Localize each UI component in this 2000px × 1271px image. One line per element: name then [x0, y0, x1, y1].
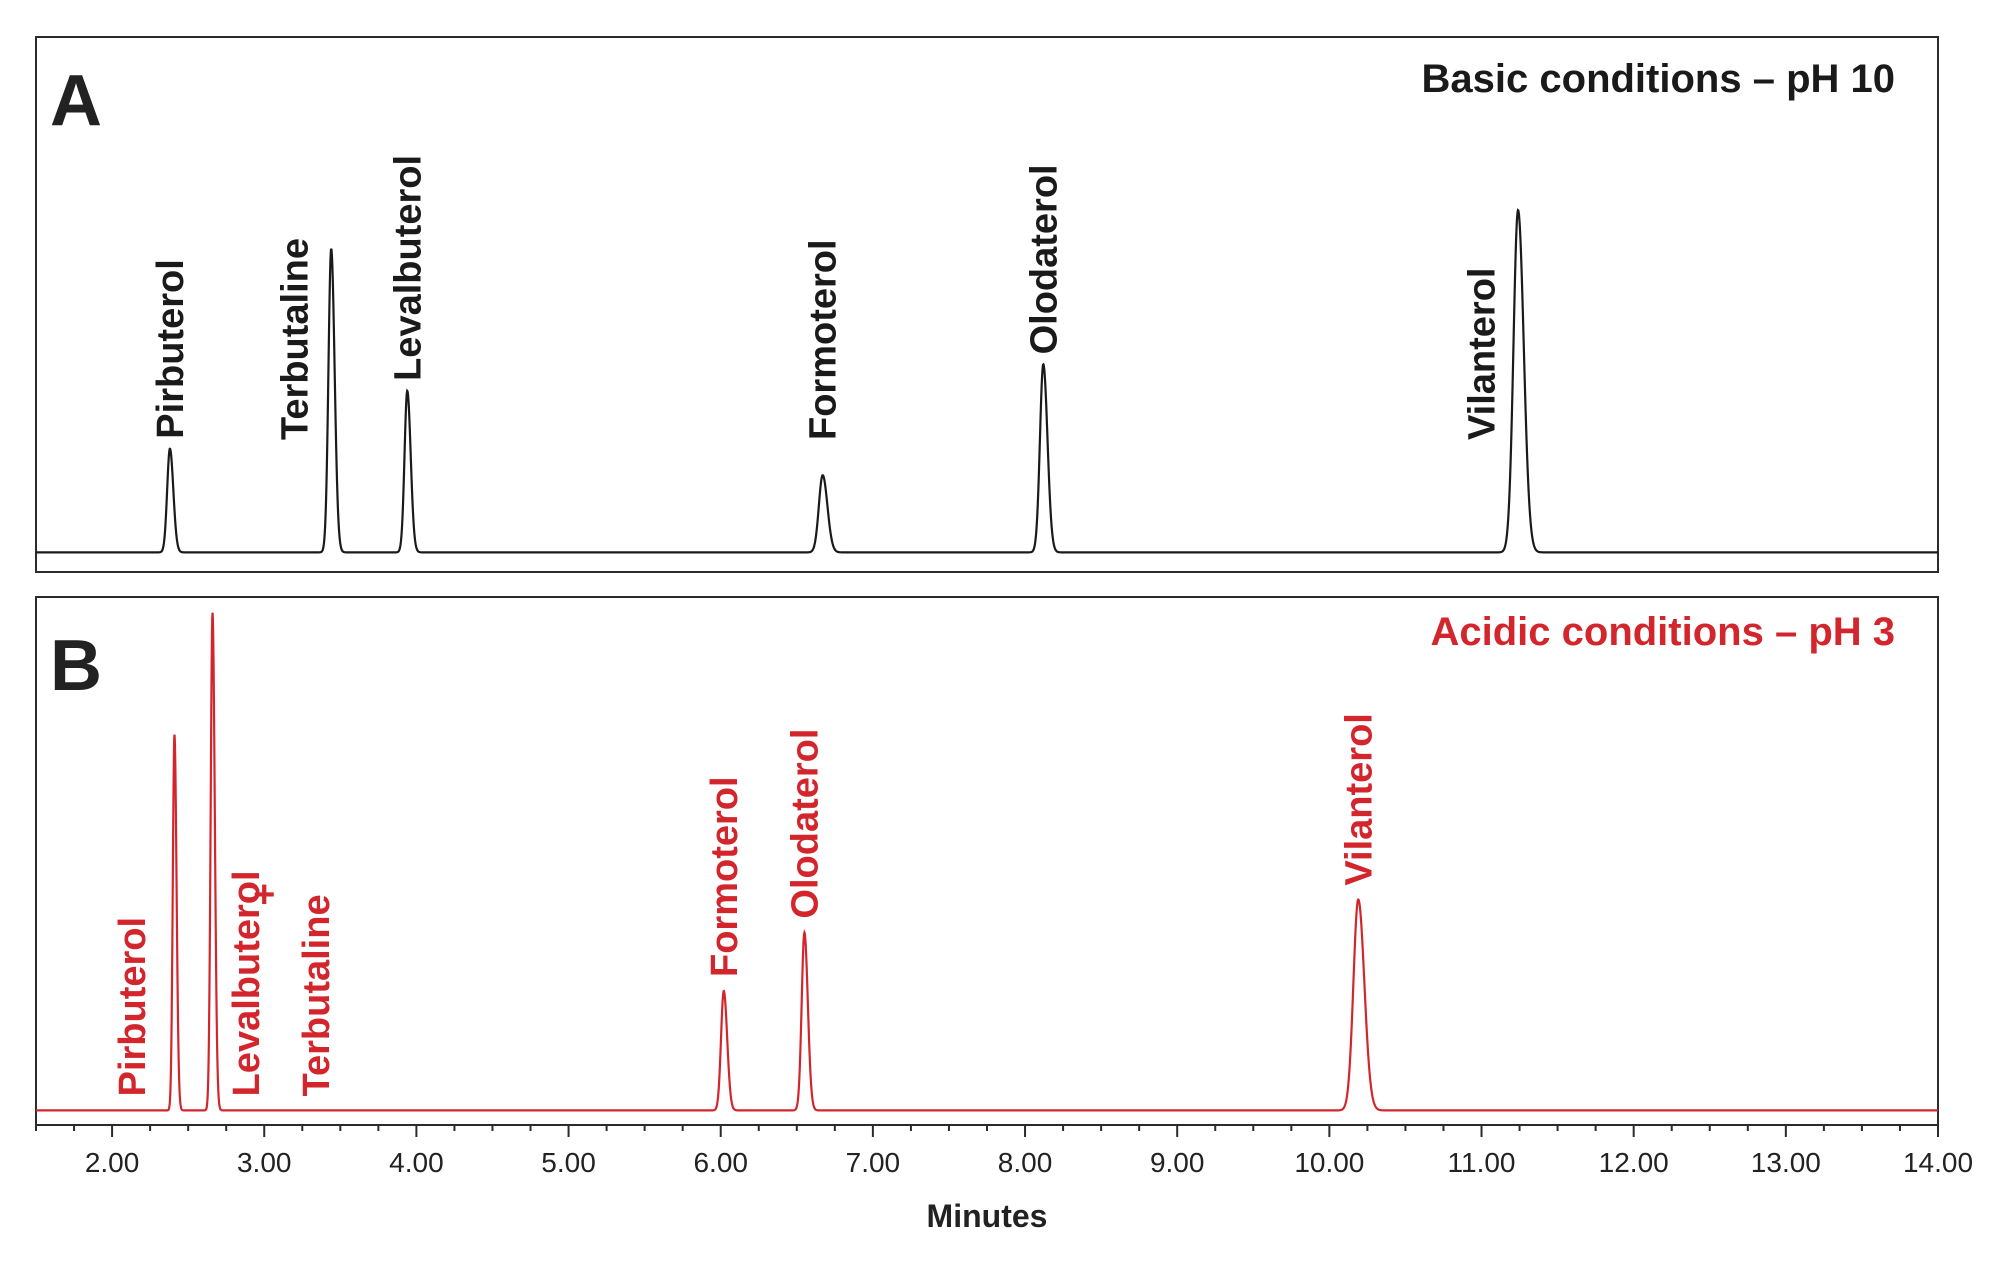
peak-label-formoterol: Formoterol: [803, 239, 845, 440]
peak-label-formoterol: Formoterol: [704, 776, 746, 977]
peak-label-vilanterol: Vilanterol: [1462, 268, 1504, 440]
peak-label-pirbuterol: Pirbuterol: [112, 917, 154, 1096]
x-axis: 2.00 3.00 4.00 5.00 6.00 7.00 8.00 9.00 10.00 11.…: [35, 1124, 1973, 1234]
panel-a-letter: A: [50, 61, 102, 141]
panel-b-peak-labels: Pirbuterol Levalbuterol+ Terbutaline Formot…: [112, 713, 1380, 1096]
panel-b-title: Acidic conditions – pH 3: [1430, 610, 1895, 654]
x-tick-label: 14.00: [1903, 1147, 1973, 1178]
panel-b: B Acidic conditions – pH 3 Pirbuterol Lev…: [35, 596, 1939, 1126]
x-axis-ticks: 2.00 3.00 4.00 5.00 6.00 7.00 8.00 9.00 10.00 11.…: [35, 1125, 1973, 1178]
x-tick-label: 4.00: [389, 1147, 444, 1178]
peak-label-plus: +: [253, 874, 275, 916]
x-tick-label: 5.00: [541, 1147, 596, 1178]
panel-b-trace: [36, 612, 1938, 1112]
x-axis-title: Minutes: [927, 1198, 1048, 1234]
peak-label-olodaterol: Olodaterol: [784, 729, 826, 919]
x-tick-label: 3.00: [237, 1147, 292, 1178]
x-tick-label: 2.00: [85, 1147, 140, 1178]
panel-a-frame: [35, 36, 1939, 573]
x-tick-label: 12.00: [1599, 1147, 1669, 1178]
peak-label-levalbuterol: Levalbuterol: [387, 155, 429, 381]
peak-label-olodaterol: Olodaterol: [1023, 164, 1065, 354]
panel-a-trace: [36, 208, 1938, 554]
peak-label-pirbuterol: Pirbuterol: [150, 259, 192, 438]
x-tick-label: 7.00: [846, 1147, 901, 1178]
x-tick-label: 11.00: [1448, 1147, 1516, 1178]
x-tick-label: 13.00: [1751, 1147, 1821, 1178]
peak-label-levalbuterol: Levalbuterol: [226, 870, 268, 1096]
peak-label-vilanterol: Vilanterol: [1338, 713, 1380, 885]
panel-b-letter: B: [50, 626, 102, 706]
panel-a: A Basic conditions – pH 10 Pirbuterol Ter…: [35, 36, 1939, 573]
peak-label-terbutaline: Terbutaline: [275, 238, 317, 440]
peak-label-terbutaline: Terbutaline: [296, 894, 338, 1096]
x-tick-label: 10.00: [1294, 1147, 1364, 1178]
panel-a-peak-labels: Pirbuterol Terbutaline Levalbuterol Formote…: [150, 155, 1504, 440]
x-tick-label: 8.00: [998, 1147, 1053, 1178]
x-tick-label: 6.00: [693, 1147, 748, 1178]
x-tick-label: 9.00: [1150, 1147, 1205, 1178]
panel-a-title: Basic conditions – pH 10: [1422, 57, 1895, 101]
